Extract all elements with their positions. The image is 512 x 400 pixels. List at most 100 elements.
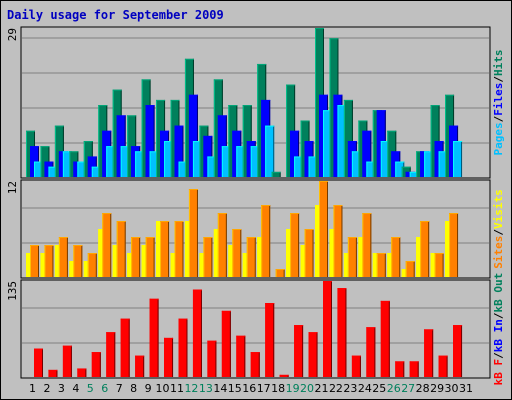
bar-pages-day-7-top xyxy=(120,146,130,148)
bar-kb-f-day-17-top xyxy=(265,303,275,305)
bar-sites-day-21-shadow xyxy=(327,181,328,277)
bar-sites-day-4-top xyxy=(73,245,83,246)
bar-sites-day-23 xyxy=(347,237,357,277)
bar-kb-f-day-26 xyxy=(395,361,405,377)
bar-sites-day-28-top xyxy=(420,221,430,222)
bar-kb-f-day-9-highlight xyxy=(149,298,151,377)
bar-kb-f-day-28 xyxy=(424,329,434,377)
bar-files-day-19-highlight xyxy=(290,130,292,177)
day-label-13: 13 xyxy=(199,382,213,395)
bar-kb-f-day-25-top xyxy=(380,300,390,302)
bar-pages-day-24 xyxy=(366,161,376,177)
bar-sites-day-25-shadow xyxy=(384,253,386,277)
day-label-11: 11 xyxy=(170,382,184,395)
bar-visits-day-1-highlight xyxy=(26,253,27,277)
panel-3-border xyxy=(20,279,491,379)
bar-sites-day-17-highlight xyxy=(261,205,263,277)
bar-kb-f-day-4-top xyxy=(77,368,87,370)
bar-kb-f-day-10-highlight xyxy=(164,337,166,377)
bar-pages-day-17-shadow xyxy=(273,125,275,177)
bar-kb-f-day-24 xyxy=(366,327,376,377)
bar-sites-day-6-shadow xyxy=(110,213,112,277)
bar-visits-day-23-highlight xyxy=(343,253,345,277)
bar-kb-f-day-24-shadow xyxy=(374,327,376,377)
bar-hits-day-25-highlight xyxy=(372,110,374,177)
bar-hits-day-6-top xyxy=(98,105,108,107)
bar-sites-day-23-shadow xyxy=(355,237,357,277)
bar-pages-day-29-highlight xyxy=(438,151,440,177)
bar-kb-f-day-3-highlight xyxy=(62,345,64,377)
bar-hits-day-10-highlight xyxy=(156,99,158,177)
bar-files-day-9 xyxy=(145,105,155,177)
day-label-16: 16 xyxy=(242,382,256,395)
bar-pages-day-25-highlight xyxy=(380,141,382,177)
bar-hits-day-18 xyxy=(271,171,281,177)
bar-kb-f-day-14-top xyxy=(221,310,231,312)
bar-pages-day-4 xyxy=(77,161,87,177)
bar-hits-day-19-top xyxy=(286,84,296,86)
bar-sites-day-15-top xyxy=(232,229,242,230)
bar-pages-day-23-top xyxy=(351,151,361,153)
bar-kb-f-day-22-shadow xyxy=(345,288,347,377)
bar-kb-f-day-9-shadow xyxy=(157,298,159,377)
bar-sites-day-21-top xyxy=(319,181,328,182)
bar-pages-day-4-highlight xyxy=(77,161,79,177)
bar-hits-day-21-highlight xyxy=(315,28,316,177)
bar-files-day-28-highlight xyxy=(420,151,422,177)
bar-files-day-26-highlight xyxy=(391,151,393,177)
bar-pages-day-6-highlight xyxy=(106,146,108,177)
bar-kb-f-day-12-shadow xyxy=(200,289,202,377)
bar-pages-day-19 xyxy=(294,156,304,177)
bar-files-day-30-top xyxy=(449,125,459,127)
bar-sites-day-30-top xyxy=(449,213,459,214)
bar-kb-f-day-20 xyxy=(308,332,318,377)
day-label-1: 1 xyxy=(29,382,36,395)
bar-sites-day-17-shadow xyxy=(269,205,271,277)
bar-pages-day-11-top xyxy=(178,161,188,163)
bar-sites-day-14-shadow xyxy=(225,213,227,277)
bar-sites-day-4-shadow xyxy=(81,245,83,277)
legend-hits: Hits xyxy=(492,50,505,77)
bar-kb-f-day-28-shadow xyxy=(432,329,434,377)
legend-kb-out: kB Out xyxy=(492,273,505,313)
bar-pages-day-10-top xyxy=(164,141,174,143)
bar-pages-day-25 xyxy=(380,141,390,177)
bar-files-day-15-top xyxy=(232,130,242,132)
bar-pages-day-12-highlight xyxy=(192,141,194,177)
bar-kb-f-day-16-highlight xyxy=(250,352,252,377)
bar-files-day-2-top xyxy=(44,161,54,163)
bar-pages-day-14 xyxy=(221,146,231,177)
day-label-15: 15 xyxy=(228,382,242,395)
bar-sites-day-20-top xyxy=(304,229,314,230)
bar-visits-day-25-highlight xyxy=(372,253,374,277)
bar-kb-f-day-2-shadow xyxy=(56,369,58,377)
bar-pages-day-14-top xyxy=(221,146,231,148)
bar-kb-f-day-13-shadow xyxy=(215,340,217,377)
bar-hits-day-21-top xyxy=(315,28,324,29)
bar-pages-day-15-highlight xyxy=(236,146,238,177)
bar-hits-day-4-highlight xyxy=(69,151,71,177)
bar-kb-f-day-30-top xyxy=(453,325,463,327)
bar-pages-day-11 xyxy=(178,161,188,177)
bar-sites-day-10-highlight xyxy=(160,221,162,277)
bar-pages-day-23-highlight xyxy=(351,151,353,177)
bar-sites-day-12-highlight xyxy=(188,189,190,277)
bar-sites-day-29-highlight xyxy=(434,253,436,277)
bar-kb-f-day-6-shadow xyxy=(114,332,116,377)
bar-files-day-21-top xyxy=(319,94,328,96)
bar-kb-f-day-15-top xyxy=(236,335,246,337)
bar-hits-day-27-highlight xyxy=(401,166,403,177)
bar-kb-f-day-25-shadow xyxy=(388,300,390,377)
bar-sites-day-7-top xyxy=(116,221,126,222)
bar-hits-day-2-highlight xyxy=(40,146,42,177)
bar-kb-f-day-18-shadow xyxy=(287,374,289,377)
bar-hits-day-23 xyxy=(343,99,353,177)
day-label-29: 29 xyxy=(430,382,444,395)
bar-files-day-11-highlight xyxy=(174,125,176,177)
bar-visits-day-16-highlight xyxy=(242,253,244,277)
bar-files-day-8-highlight xyxy=(131,146,133,177)
bar-pages-day-12-top xyxy=(192,141,202,143)
bar-pages-day-16 xyxy=(250,146,260,177)
day-label-2: 2 xyxy=(43,382,50,395)
bar-sites-day-5 xyxy=(87,253,97,277)
